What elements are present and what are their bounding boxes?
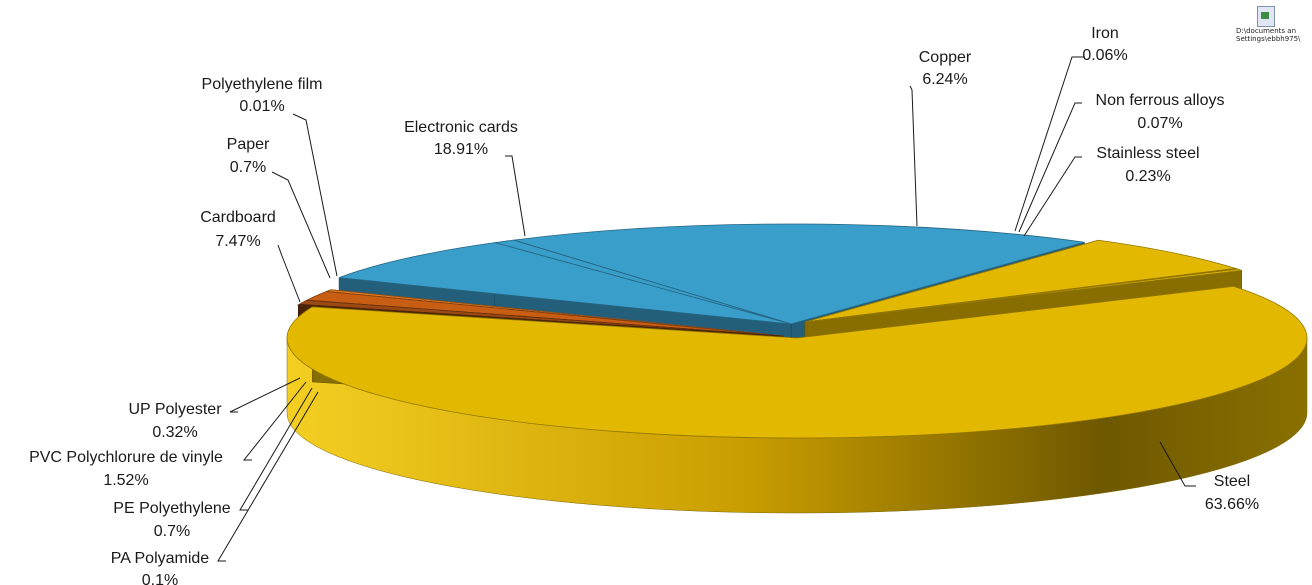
- slice-label-pa-polyamide: PA Polyamide: [111, 550, 210, 567]
- leader-line-cardboard: [277, 244, 301, 303]
- leader-line-iron: [1014, 56, 1085, 232]
- leader-line-copper: [909, 85, 918, 227]
- file-caption-line1: D:\documents an: [1236, 27, 1297, 35]
- slice-value-steel: 63.66%: [1205, 496, 1259, 513]
- leader-line-non-ferrous-alloys: [1018, 102, 1082, 233]
- leader-line-electronic-cards: [505, 155, 526, 237]
- spreadsheet-file-icon[interactable]: D:\documents an Settings\ebbh975\: [1236, 6, 1301, 43]
- spreadsheet-glyph-icon: [1257, 6, 1275, 27]
- leader-line-polyethylene-film: [292, 113, 338, 277]
- slice-value-pvc-polychlorure-de-vinyle: 1.52%: [103, 472, 148, 489]
- leader-line-paper: [271, 171, 331, 279]
- slice-label-non-ferrous-alloys: Non ferrous alloys: [1096, 92, 1225, 109]
- slice-label-up-polyester: UP Polyester: [128, 401, 222, 418]
- slice-value-up-polyester: 0.32%: [152, 424, 197, 441]
- slice-value-stainless-steel: 0.23%: [1125, 168, 1170, 185]
- slice-value-polyethylene-film: 0.01%: [239, 98, 284, 115]
- leader-line-pa-polyamide: [217, 391, 319, 562]
- slice-value-copper: 6.24%: [922, 71, 967, 88]
- leader-line-pe-polyethylene: [239, 387, 313, 511]
- leader-line-pvc-polychlorure-de-vinyle: [242, 381, 307, 461]
- leader-line-stainless-steel: [1023, 156, 1082, 237]
- slice-value-electronic-cards: 18.91%: [434, 141, 488, 158]
- slice-label-pvc-polychlorure-de-vinyle: PVC Polychlorure de vinyle: [29, 449, 223, 466]
- leader-line-steel: [1159, 441, 1196, 487]
- slice-label-polyethylene-film: Polyethylene film: [202, 76, 323, 93]
- slice-label-electronic-cards: Electronic cards: [404, 119, 518, 136]
- leader-line-up-polyester: [229, 377, 301, 413]
- slice-label-pe-polyethylene: PE Polyethylene: [113, 500, 231, 517]
- slice-value-iron: 0.06%: [1082, 47, 1127, 64]
- slice-label-cardboard: Cardboard: [200, 209, 276, 226]
- slice-label-paper: Paper: [227, 136, 270, 153]
- slice-label-iron: Iron: [1091, 25, 1119, 42]
- slice-value-paper: 0.7%: [230, 159, 266, 176]
- slice-value-cardboard: 7.47%: [215, 233, 260, 250]
- slice-value-pe-polyethylene: 0.7%: [154, 523, 190, 540]
- slice-value-pa-polyamide: 0.1%: [142, 572, 178, 585]
- slice-label-copper: Copper: [919, 49, 972, 66]
- slice-steel: [286, 285, 1308, 514]
- file-caption-line2: Settings\ebbh975\: [1236, 35, 1301, 43]
- slice-value-non-ferrous-alloys: 0.07%: [1137, 115, 1182, 132]
- slice-label-steel: Steel: [1214, 473, 1250, 490]
- slice-label-stainless-steel: Stainless steel: [1096, 145, 1199, 162]
